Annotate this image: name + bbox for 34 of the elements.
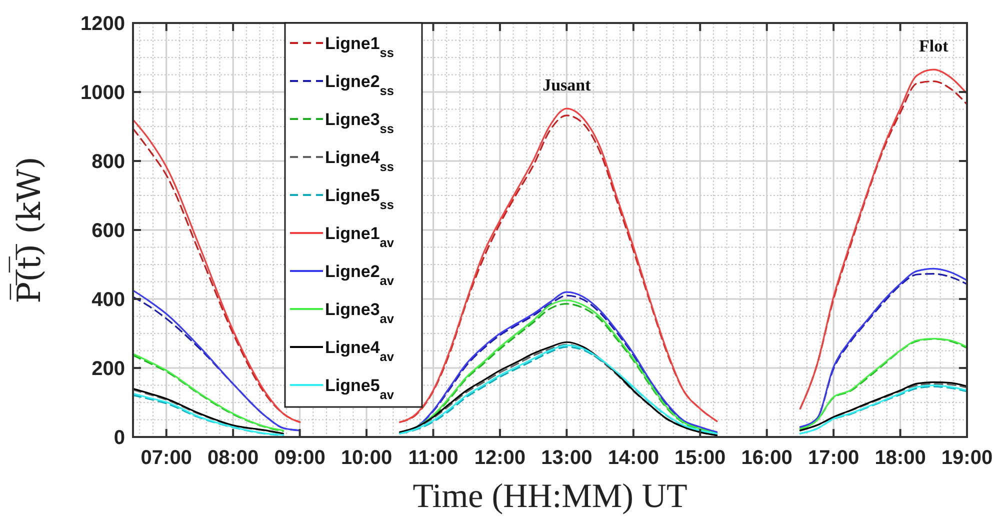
legend-label: Ligne1$_{av}$ [325, 224, 395, 250]
legend-label: Ligne4$_{ss}$ [325, 148, 394, 174]
x-tick-label: 10:00 [340, 447, 392, 469]
legend-label: Ligne2$_{av}$ [325, 262, 395, 288]
y-axis-title: P̅(̅t̅)̅ (kW) [8, 156, 48, 304]
legend-label: Ligne1$_{ss}$ [325, 34, 394, 60]
legend-label: Ligne2$_{ss}$ [325, 72, 394, 98]
y-tick-label: 600 [92, 220, 125, 242]
x-tick-label: 18:00 [874, 447, 926, 469]
x-tick-label: 16:00 [741, 447, 792, 469]
y-tick-label: 0 [114, 427, 125, 449]
x-tick-label: 19:00 [941, 447, 993, 469]
x-tick-label: 12:00 [474, 447, 526, 469]
y-tick-label: 800 [92, 151, 125, 173]
x-tick-label: 17:00 [808, 447, 860, 469]
x-tick-label: 15:00 [674, 447, 726, 469]
annotation: Flot [919, 36, 949, 56]
legend-label: Ligne5$_{av}$ [325, 376, 395, 402]
y-tick-label: 1000 [80, 82, 125, 104]
x-tick-label: 14:00 [608, 447, 659, 469]
x-tick-label: 09:00 [274, 447, 326, 469]
annotation: Jusant [542, 76, 592, 95]
x-axis-title: Time (HH:MM) UT [412, 478, 688, 515]
legend-label: Ligne3$_{ss}$ [325, 110, 394, 136]
y-tick-label: 1200 [80, 13, 125, 35]
x-tick-label: 07:00 [140, 447, 192, 469]
y-tick-label: 200 [92, 358, 125, 380]
legend-label: Ligne4$_{av}$ [325, 338, 395, 364]
x-tick-label: 11:00 [408, 447, 458, 469]
y-tick-label: 400 [92, 289, 125, 311]
legend-label: Ligne3$_{av}$ [325, 300, 395, 326]
legend-label: Ligne5$_{ss}$ [325, 186, 394, 212]
x-tick-label: 13:00 [541, 447, 592, 469]
x-tick-label: 08:00 [208, 447, 259, 469]
